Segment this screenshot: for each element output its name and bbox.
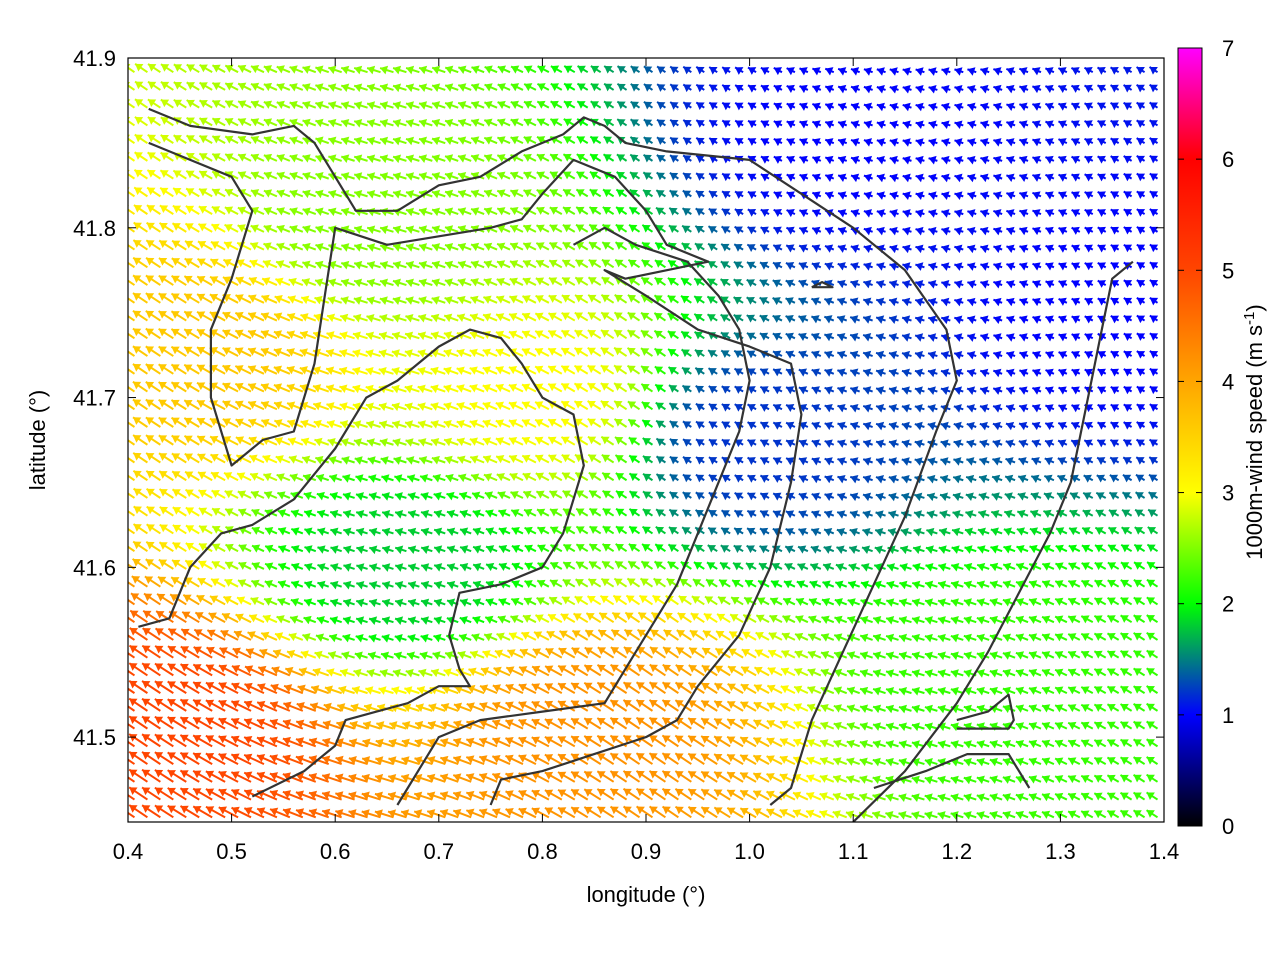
colorbar-tick-label: 2 [1222,592,1234,617]
colorbar-tick-label: 3 [1222,481,1234,506]
x-tick-label: 0.7 [424,839,455,864]
colorbar-tick-label: 4 [1222,369,1234,394]
colorbar-tick-label: 6 [1222,147,1234,172]
colorbar-label-main: 1000m-wind speed (m s [1242,325,1267,560]
x-tick-label: 0.4 [113,839,144,864]
y-tick-label: 41.5 [73,725,116,750]
y-axis-label: latitude (°) [25,390,50,491]
colorbar-tick-label: 1 [1222,703,1234,728]
x-tick-label: 1.2 [942,839,973,864]
colorbar-label-sup: -1 [1241,312,1258,325]
x-tick-label: 1.1 [838,839,869,864]
colorbar-tick-label: 0 [1222,814,1234,839]
colorbar-label: 1000m-wind speed (m s-1) [1241,304,1267,559]
colorbar-tick-label: 5 [1222,258,1234,283]
x-tick-label: 0.9 [631,839,662,864]
y-tick-label: 41.8 [73,216,116,241]
y-tick-label: 41.7 [73,386,116,411]
x-tick-label: 0.5 [216,839,247,864]
x-tick-label: 0.8 [527,839,558,864]
x-tick-label: 0.6 [320,839,351,864]
colorbar [1178,48,1202,826]
x-axis-label: longitude (°) [587,882,706,907]
x-tick-label: 1.4 [1149,839,1180,864]
x-tick-label: 1.3 [1045,839,1076,864]
colorbar-tick-label: 7 [1222,36,1234,61]
y-tick-label: 41.6 [73,555,116,580]
y-tick-label: 41.9 [73,46,116,71]
colorbar-label-end: ) [1242,304,1267,311]
x-tick-label: 1.0 [734,839,765,864]
